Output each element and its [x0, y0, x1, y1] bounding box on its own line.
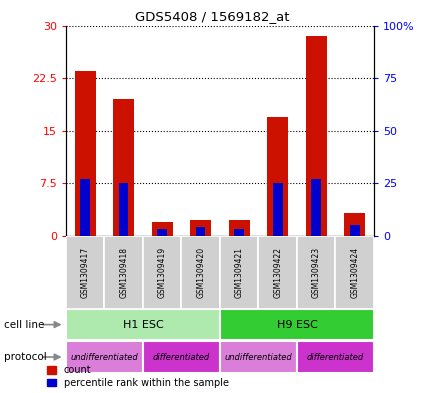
- Text: H1 ESC: H1 ESC: [122, 320, 163, 330]
- Bar: [220, 309, 374, 340]
- Text: GSM1309423: GSM1309423: [312, 246, 321, 298]
- Text: undifferentiated: undifferentiated: [71, 353, 138, 362]
- Bar: [297, 236, 335, 309]
- Bar: [152, 222, 173, 236]
- Bar: [258, 236, 297, 309]
- Bar: [344, 213, 366, 236]
- Bar: [66, 341, 143, 373]
- Bar: [143, 236, 181, 309]
- Text: H9 ESC: H9 ESC: [277, 320, 317, 330]
- Text: GSM1309419: GSM1309419: [158, 246, 167, 298]
- Bar: [306, 36, 327, 236]
- Bar: [105, 236, 143, 309]
- Bar: [119, 183, 128, 236]
- Bar: [80, 179, 90, 236]
- Bar: [113, 99, 134, 236]
- Text: undifferentiated: undifferentiated: [224, 353, 292, 362]
- Bar: [66, 236, 105, 309]
- Bar: [229, 220, 250, 236]
- Text: differentiated: differentiated: [307, 353, 364, 362]
- Bar: [220, 341, 297, 373]
- Bar: [190, 220, 211, 236]
- Bar: [196, 228, 206, 236]
- Text: protocol: protocol: [4, 352, 47, 362]
- Text: differentiated: differentiated: [153, 353, 210, 362]
- Bar: [267, 117, 288, 236]
- Text: GSM1309421: GSM1309421: [235, 247, 244, 298]
- Text: GSM1309420: GSM1309420: [196, 246, 205, 298]
- Bar: [143, 341, 220, 373]
- Bar: [350, 225, 360, 236]
- Bar: [312, 179, 321, 236]
- Text: GDS5408 / 1569182_at: GDS5408 / 1569182_at: [135, 10, 290, 23]
- Text: GSM1309422: GSM1309422: [273, 247, 282, 298]
- Bar: [335, 236, 374, 309]
- Text: GSM1309417: GSM1309417: [81, 246, 90, 298]
- Text: cell line: cell line: [4, 320, 45, 330]
- Bar: [74, 71, 96, 236]
- Text: GSM1309418: GSM1309418: [119, 247, 128, 298]
- Bar: [157, 230, 167, 236]
- Bar: [234, 230, 244, 236]
- Text: GSM1309424: GSM1309424: [350, 246, 359, 298]
- Legend: count, percentile rank within the sample: count, percentile rank within the sample: [47, 365, 229, 388]
- Bar: [220, 236, 258, 309]
- Bar: [273, 183, 283, 236]
- Bar: [66, 309, 220, 340]
- Bar: [297, 341, 374, 373]
- Bar: [181, 236, 220, 309]
